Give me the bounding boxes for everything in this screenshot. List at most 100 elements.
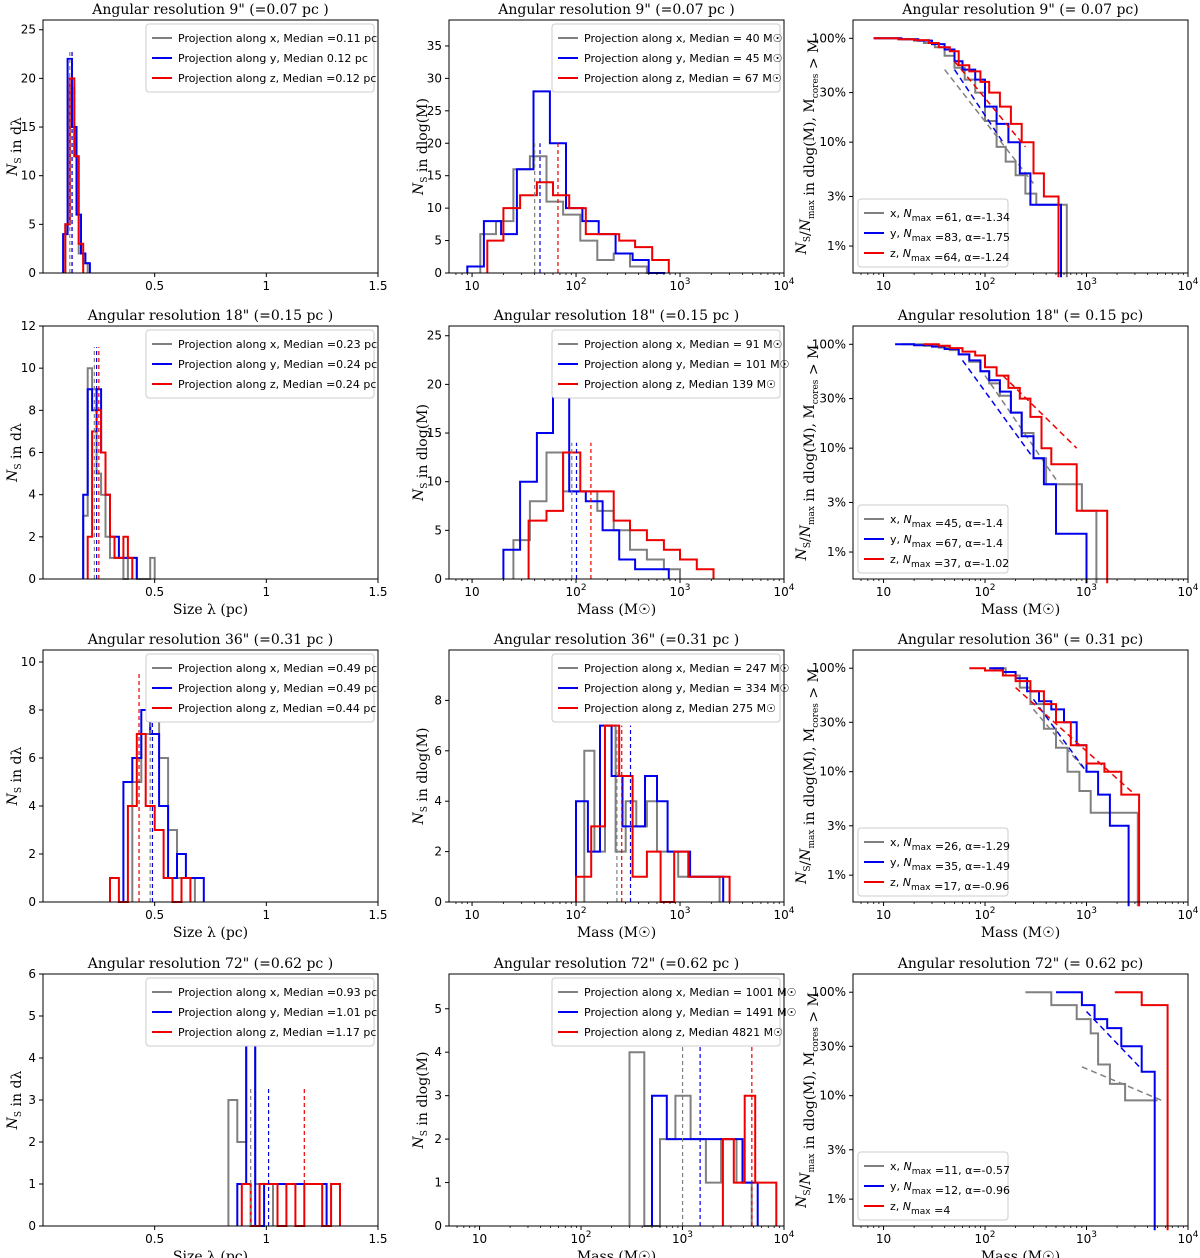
- x-tick-label: 103: [670, 277, 691, 293]
- x-tick-label: 104: [773, 906, 794, 922]
- panel-mass-36: 10 102 103 104 0 2 4 6 8 Angular resolution 36" (…: [411, 632, 795, 941]
- series-group: [227, 1015, 341, 1227]
- chart-title: Angular resolution 9" (= 0.07 pc): [901, 2, 1138, 18]
- legend-entry-x: x, Nmax =26, α=-1.29: [890, 836, 1010, 853]
- panel-cum-72: 10 102 103 104 1% 3% 10% 30% 100% Angular resolut…: [794, 956, 1199, 1258]
- y-tick-label: 3%: [827, 495, 846, 509]
- y-axis-label: NS in dλ: [5, 423, 25, 483]
- y-tick-label: 3%: [827, 819, 846, 833]
- series-y: [651, 1094, 759, 1226]
- y-axis-label: NS/Nmax in dlog(M), Mcores > M: [794, 668, 822, 885]
- x-tick-label: 103: [1076, 583, 1097, 599]
- y-tick-label: 1%: [827, 239, 846, 253]
- series-y: [989, 667, 1130, 907]
- y-tick-label: 4: [28, 1051, 36, 1065]
- x-axis-label: Mass (M☉): [577, 925, 656, 941]
- legend: Projection along x, Median = 1001 M☉ Proj…: [551, 977, 796, 1047]
- y-tick-label: 5: [434, 523, 442, 537]
- chart-title: Angular resolution 36" (=0.31 pc ): [87, 632, 333, 648]
- x-axis-label: Size λ (pc): [173, 1249, 248, 1258]
- legend-entry-z: Projection along z, Median = 67 M☉: [584, 72, 782, 85]
- axes-frame: [852, 19, 1189, 274]
- legend-entry-x: Projection along x, Median = 91 M☉: [584, 338, 782, 351]
- axes-frame: [448, 325, 785, 580]
- x-axis-label: Mass (M☉): [577, 1249, 656, 1258]
- series-group: [895, 343, 1109, 584]
- axes-frame: [448, 19, 785, 274]
- y-tick-label: 0: [28, 895, 36, 909]
- y-tick-label: 1%: [827, 868, 846, 882]
- x-tick-label: 104: [1177, 1230, 1198, 1246]
- chart-title: Angular resolution 72" (= 0.62 pc): [897, 956, 1143, 972]
- legend-entry-y: Projection along y, Median 0.12 pc: [178, 52, 368, 65]
- x-axis-label: Mass (M☉): [981, 925, 1060, 941]
- y-tick-label: 100%: [812, 337, 846, 351]
- x-tick-label: 10: [876, 585, 891, 599]
- legend-entry-z: Projection along z, Median 275 M☉: [584, 702, 776, 715]
- y-tick-label: 0: [434, 895, 442, 909]
- legend-entry-z: Projection along z, Median =0.24 pc: [178, 378, 376, 391]
- series-group: [575, 724, 731, 903]
- axes-frame: [42, 649, 379, 903]
- legend-box: [857, 198, 1009, 268]
- y-tick-label: 2: [28, 530, 36, 544]
- series-y: [1056, 991, 1156, 1231]
- y-axis-label: NS in dλ: [5, 1071, 25, 1131]
- y-tick-label: 100%: [812, 661, 846, 675]
- series-group: [628, 1039, 778, 1227]
- legend-entry-y: Projection along y, Median =0.49 pc: [178, 682, 377, 695]
- series-y: [466, 90, 666, 274]
- series-z: [240, 1183, 341, 1227]
- x-tick-label: 102: [975, 277, 996, 293]
- legend-entry-y: Projection along y, Median =1.01 pc: [178, 1006, 377, 1019]
- legend-box: [551, 977, 781, 1047]
- x-tick-label: 10: [876, 279, 891, 293]
- legend: x, Nmax =26, α=-1.29 y, Nmax =35, α=-1.49…: [857, 827, 1010, 897]
- y-tick-label: 8: [28, 703, 36, 717]
- legend: Projection along x, Median =0.23 pc Proje…: [145, 329, 377, 399]
- y-tick-label: 1: [434, 1176, 442, 1190]
- y-tick-label: 1%: [827, 1192, 846, 1206]
- y-tick-label: 15: [21, 120, 36, 134]
- y-tick-label: 8: [28, 403, 36, 417]
- legend-entry-z: z, Nmax =4: [890, 1200, 950, 1217]
- series-z: [527, 451, 715, 579]
- y-tick-label: 10%: [819, 1089, 846, 1103]
- y-tick-label: 20: [427, 377, 442, 391]
- legend-entry-y: y, Nmax =12, α=-0.96: [890, 1180, 1010, 1197]
- axes-frame: [448, 649, 785, 903]
- x-tick-label: 102: [975, 1230, 996, 1246]
- y-tick-label: 10: [427, 475, 442, 489]
- y-axis-label: NS in dlog(M): [411, 1052, 431, 1150]
- y-axis-label: NS/Nmax in dlog(M), Mcores > M: [794, 992, 822, 1209]
- legend-entry-y: Projection along y, Median = 101 M☉: [584, 358, 789, 371]
- series-x: [1025, 991, 1158, 1102]
- y-tick-label: 0: [28, 266, 36, 280]
- chart-title: Angular resolution 18" (=0.15 pc ): [493, 308, 739, 324]
- fit-line-y: [961, 359, 1035, 459]
- y-tick-label: 6: [28, 967, 36, 981]
- y-axis-label: NS in dlog(M): [411, 728, 431, 826]
- legend: x, Nmax =45, α=-1.4 y, Nmax =67, α=-1.4 z,…: [857, 504, 1009, 574]
- fit-line-z: [953, 60, 1026, 148]
- legend-entry-z: Projection along z, Median 139 M☉: [584, 378, 776, 391]
- axes-frame: [852, 649, 1189, 903]
- legend-entry-y: y, Nmax =35, α=-1.49: [890, 856, 1010, 873]
- legend-entry-x: x, Nmax =61, α=-1.34: [890, 207, 1010, 224]
- x-tick-label: 10: [876, 1232, 891, 1246]
- series-x: [628, 1051, 753, 1227]
- x-tick-label: 0.5: [145, 1232, 164, 1246]
- chart-title: Angular resolution 9" (=0.07 pc ): [91, 2, 328, 18]
- x-tick-label: 0.5: [145, 585, 164, 599]
- legend: Projection along x, Median = 247 M☉ Proje…: [551, 653, 789, 723]
- legend-entry-x: Projection along x, Median =0.11 pc: [178, 32, 377, 45]
- fit-line-x: [944, 69, 1035, 184]
- fit-line-y: [953, 69, 1004, 143]
- chart-title: Angular resolution 18" (= 0.15 pc): [897, 308, 1143, 324]
- legend-entry-z: Projection along z, Median 4821 M☉: [584, 1026, 783, 1039]
- legend-entry-z: z, Nmax =17, α=-0.96: [890, 876, 1009, 893]
- y-tick-label: 5: [28, 217, 36, 231]
- legend-entry-x: Projection along x, Median =0.93 pc: [178, 986, 377, 999]
- y-tick-label: 0: [434, 1219, 442, 1233]
